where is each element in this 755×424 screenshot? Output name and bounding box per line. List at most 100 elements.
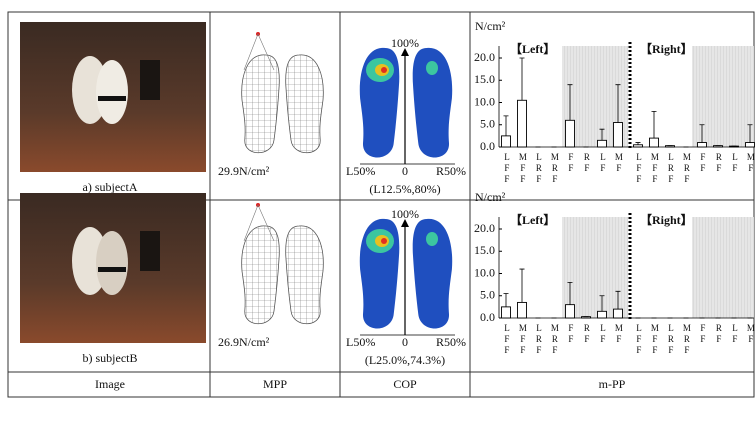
panel-name: 【Right】 bbox=[640, 41, 693, 56]
athlete bbox=[96, 231, 128, 295]
cop-hot bbox=[426, 61, 438, 75]
error-bar bbox=[504, 294, 509, 307]
x-tick-label: MRF bbox=[550, 323, 560, 356]
x-tick-label: MF bbox=[746, 152, 755, 174]
cop-label: 100% bbox=[391, 207, 419, 221]
error-bar bbox=[520, 58, 525, 100]
x-tick-label: FF bbox=[566, 152, 576, 174]
cop-hot bbox=[381, 67, 387, 73]
cop-label: 0 bbox=[402, 335, 408, 349]
x-tick-label: MFF bbox=[650, 152, 660, 185]
x-tick-label: LFF bbox=[634, 323, 644, 356]
panel-name: 【Left】 bbox=[510, 212, 555, 227]
figure: Image MPP COP m-PP a) subjectA 29.9N/cm² 1… bbox=[0, 0, 755, 424]
cop-point: (L25.0%,74.3%) bbox=[365, 353, 445, 367]
x-tick-label: LRF bbox=[666, 152, 676, 185]
x-tick-label: MFF bbox=[518, 152, 528, 185]
x-tick-label: LF bbox=[598, 323, 608, 345]
bar bbox=[598, 140, 607, 147]
x-tick-label: RF bbox=[582, 323, 592, 345]
x-tick-label: MF bbox=[614, 152, 624, 174]
x-tick-label: LF bbox=[598, 152, 608, 174]
x-tick-label: MRF bbox=[682, 152, 692, 185]
x-tick-label: RF bbox=[582, 152, 592, 174]
cop-label: L50% bbox=[346, 164, 375, 178]
x-tick-label: FF bbox=[566, 323, 576, 345]
bar bbox=[614, 123, 623, 147]
footer-label: MPP bbox=[263, 377, 287, 391]
shade bbox=[692, 46, 754, 147]
cop-point: (L12.5%,80%) bbox=[369, 182, 440, 196]
cop-label: L50% bbox=[346, 335, 375, 349]
error-bar bbox=[520, 269, 525, 302]
cop-hot bbox=[426, 232, 438, 246]
x-tick-label: MRF bbox=[682, 323, 692, 356]
mpp-foot bbox=[286, 55, 324, 153]
shade bbox=[692, 217, 754, 318]
x-tick-label: LF bbox=[730, 323, 740, 345]
cop-label: R50% bbox=[436, 164, 466, 178]
x-tick-label: LFF bbox=[502, 152, 512, 185]
y-tick-label: 0.0 bbox=[480, 310, 495, 324]
x-tick-label: LFF bbox=[634, 152, 644, 185]
belt bbox=[98, 267, 126, 272]
bar bbox=[518, 302, 527, 318]
mpp-foot bbox=[286, 226, 324, 324]
footer-label: COP bbox=[393, 377, 417, 391]
bar bbox=[650, 138, 659, 147]
bar bbox=[502, 136, 511, 147]
photo-caption: a) subjectA bbox=[83, 180, 138, 194]
y-unit: N/cm² bbox=[475, 19, 506, 33]
bar bbox=[698, 143, 707, 147]
y-tick-label: 10.0 bbox=[474, 94, 495, 108]
photo-wall bbox=[140, 231, 160, 271]
panel-name: 【Left】 bbox=[510, 41, 555, 56]
x-tick-label: MF bbox=[746, 323, 755, 345]
mpp-label: 26.9N/cm² bbox=[218, 335, 270, 349]
error-bar bbox=[652, 111, 657, 138]
y-tick-label: 15.0 bbox=[474, 72, 495, 86]
y-tick-label: 20.0 bbox=[474, 50, 495, 64]
y-tick-label: 0.0 bbox=[480, 139, 495, 153]
x-tick-label: RF bbox=[714, 152, 724, 174]
footer-label: Image bbox=[95, 377, 125, 391]
athlete bbox=[96, 60, 128, 124]
y-tick-label: 15.0 bbox=[474, 243, 495, 257]
x-tick-label: RF bbox=[714, 323, 724, 345]
cop-label: 0 bbox=[402, 164, 408, 178]
mpp-label: 29.9N/cm² bbox=[218, 164, 270, 178]
panel-name: 【Right】 bbox=[640, 212, 693, 227]
x-tick-label: MF bbox=[614, 323, 624, 345]
x-tick-label: FF bbox=[698, 323, 708, 345]
y-unit: N/cm² bbox=[475, 190, 506, 204]
bar bbox=[634, 145, 643, 147]
y-tick-label: 10.0 bbox=[474, 265, 495, 279]
photo-caption: b) subjectB bbox=[83, 351, 138, 365]
x-tick-label: LRF bbox=[666, 323, 676, 356]
bar bbox=[566, 305, 575, 318]
x-tick-label: MRF bbox=[550, 152, 560, 185]
bar bbox=[518, 100, 527, 147]
bar bbox=[598, 311, 607, 318]
y-tick-label: 5.0 bbox=[480, 117, 495, 131]
y-tick-label: 5.0 bbox=[480, 288, 495, 302]
x-tick-label: LFF bbox=[502, 323, 512, 356]
bar bbox=[614, 309, 623, 318]
cop-label: 100% bbox=[391, 36, 419, 50]
bar bbox=[566, 120, 575, 147]
bar bbox=[502, 307, 511, 318]
error-bar bbox=[504, 116, 509, 136]
x-tick-label: FF bbox=[698, 152, 708, 174]
x-tick-label: LF bbox=[730, 152, 740, 174]
bar bbox=[746, 143, 755, 147]
x-tick-label: MFF bbox=[650, 323, 660, 356]
photo-wall bbox=[140, 60, 160, 100]
belt bbox=[98, 96, 126, 101]
y-tick-label: 20.0 bbox=[474, 221, 495, 235]
cop-hot bbox=[381, 238, 387, 244]
x-tick-label: LRF bbox=[534, 323, 544, 356]
x-tick-label: MFF bbox=[518, 323, 528, 356]
x-tick-label: LRF bbox=[534, 152, 544, 185]
footer-label: m-PP bbox=[599, 377, 626, 391]
cop-label: R50% bbox=[436, 335, 466, 349]
